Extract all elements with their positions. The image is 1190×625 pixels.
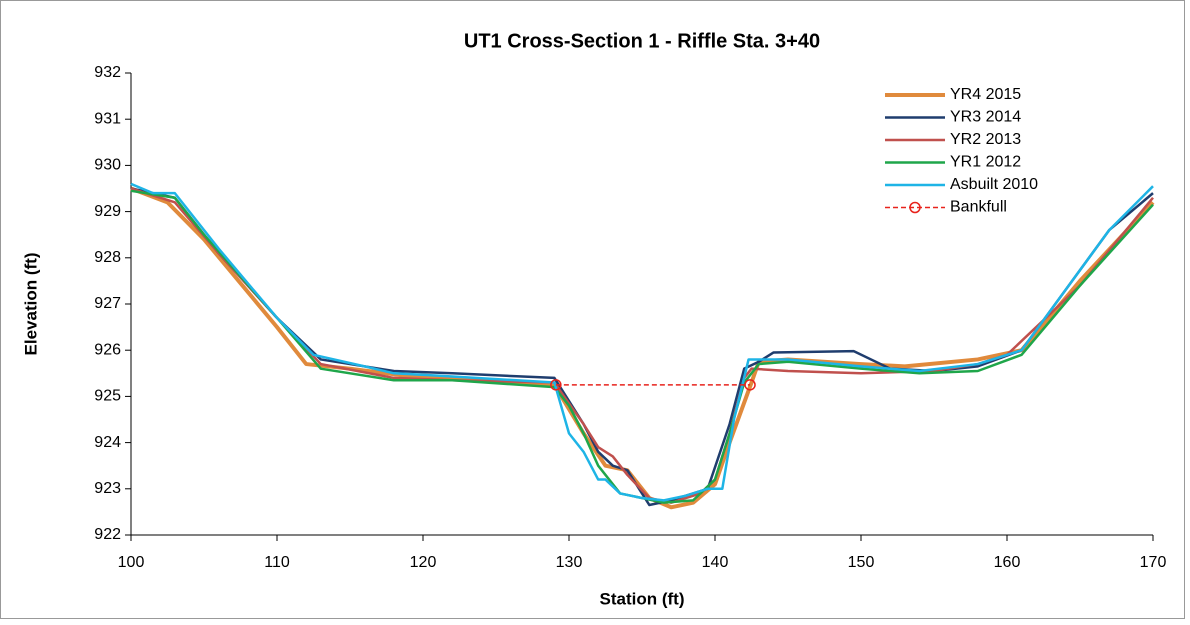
y-tick-label: 924 xyxy=(94,434,121,451)
legend-label: YR1 2012 xyxy=(950,154,1021,171)
y-tick-label: 925 xyxy=(94,388,121,405)
chart-title: UT1 Cross-Section 1 - Riffle Sta. 3+40 xyxy=(464,30,820,52)
y-tick-label: 931 xyxy=(94,110,121,127)
y-tick-label: 932 xyxy=(94,64,121,81)
legend-marker xyxy=(909,201,921,214)
x-tick-label: 110 xyxy=(264,554,290,571)
legend-label: YR4 2015 xyxy=(950,86,1021,103)
y-tick-label: 922 xyxy=(94,526,121,543)
y-tick-label: 928 xyxy=(94,249,121,266)
x-tick-label: 100 xyxy=(118,554,145,571)
x-tick-label: 130 xyxy=(556,554,583,571)
legend-label: Bankfull xyxy=(950,199,1007,216)
series-marker xyxy=(550,379,562,391)
legend-label: YR2 2013 xyxy=(950,131,1021,148)
series-line xyxy=(130,182,1154,502)
x-tick-label: 150 xyxy=(848,554,875,571)
x-axis-label: Station (ft) xyxy=(600,589,685,608)
y-tick-label: 923 xyxy=(94,480,121,497)
series-marker xyxy=(744,379,756,391)
y-tick-label: 930 xyxy=(94,157,121,174)
x-tick-label: 120 xyxy=(410,554,437,571)
y-tick-label: 926 xyxy=(94,341,121,358)
legend-label: Asbuilt 2010 xyxy=(950,176,1038,193)
y-axis-label: Elevation (ft) xyxy=(21,253,40,356)
legend: YR4 2015 YR3 2014 YR2 2013 YR1 2012 Asbuilt … xyxy=(885,86,1038,216)
x-tick-label: 140 xyxy=(702,554,729,571)
y-tick-label: 927 xyxy=(94,295,121,312)
y-tick-label: 929 xyxy=(94,203,121,220)
x-tick-label: 160 xyxy=(994,554,1021,571)
legend-label: YR3 2014 xyxy=(950,109,1021,126)
x-tick-label: 170 xyxy=(1140,554,1167,571)
